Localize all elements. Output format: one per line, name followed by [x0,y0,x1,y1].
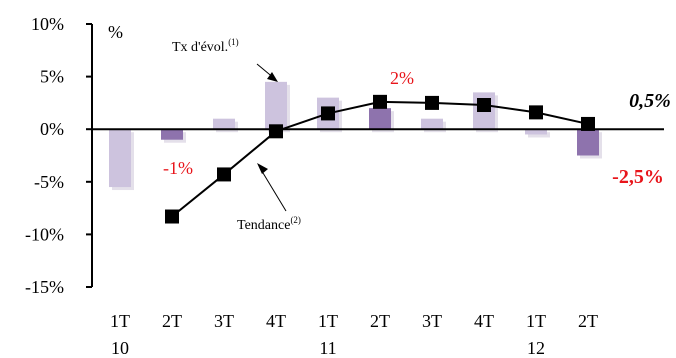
trend-line [165,94,595,224]
y-tick-label: 10% [31,14,64,34]
y-tick-label: -5% [34,172,64,192]
annotation-minus-2-5: -2,5% [612,166,664,188]
bar [577,129,599,156]
x-tick-label: 2T [162,311,182,331]
y-tick-label: 0% [40,119,64,139]
x-tick-label: 3T [214,311,234,331]
trend-marker [217,167,231,182]
trend-marker [581,116,595,131]
trend-marker [165,209,179,224]
x-tick-label: 1T [110,311,130,331]
trend-marker [321,106,335,121]
bar [265,81,287,130]
x-year-label: 10 [111,338,129,358]
x-tick-label: 1T [318,311,338,331]
y-tick-label: 5% [40,67,64,87]
line-series-label: Tendance(2) [237,215,301,233]
bar [369,108,391,130]
trend-marker [425,95,439,110]
bar [109,129,131,188]
annotation-0-5: 0,5% [629,90,671,112]
trend-marker [269,124,283,139]
x-tick-label: 3T [422,311,442,331]
line-series-label-text: Tendance [237,218,290,233]
bar-series-label-sup: (1) [228,37,239,47]
bar [525,129,547,135]
x-tick-label: 1T [526,311,546,331]
y-axis: -15% -10% -5% 0% 5% 10% [25,14,664,297]
x-tick-label: 4T [266,311,286,331]
annotation-2: 2% [390,68,414,88]
bar-series-label-text: Tx d'évol. [172,40,228,55]
trend-marker [373,94,387,109]
bar-series-label: Tx d'évol.(1) [172,37,239,55]
line-series-arrowhead [257,163,268,174]
line-series-label-sup: (2) [290,215,301,225]
trend-marker [477,98,491,113]
bar-series-arrowhead [267,72,278,82]
x-tick-label: 2T [578,311,598,331]
unit-label: % [108,22,123,42]
bar-shadow [528,132,550,138]
y-tick-label: -10% [25,224,64,244]
x-year-label: 11 [319,338,336,358]
annotation-minus-1: -1% [163,158,193,178]
x-tick-label: 4T [474,311,494,331]
bar [421,118,443,130]
x-axis-labels: 1T 2T 3T 4T 1T 2T 3T 4T 1T 2T 10 11 12 [110,311,598,358]
line-series-arrow [259,167,287,212]
bar [213,118,235,130]
x-tick-label: 2T [370,311,390,331]
x-year-label: 12 [527,338,545,358]
bar [161,129,183,140]
y-tick-label: -15% [25,277,64,297]
trend-marker [529,105,543,120]
